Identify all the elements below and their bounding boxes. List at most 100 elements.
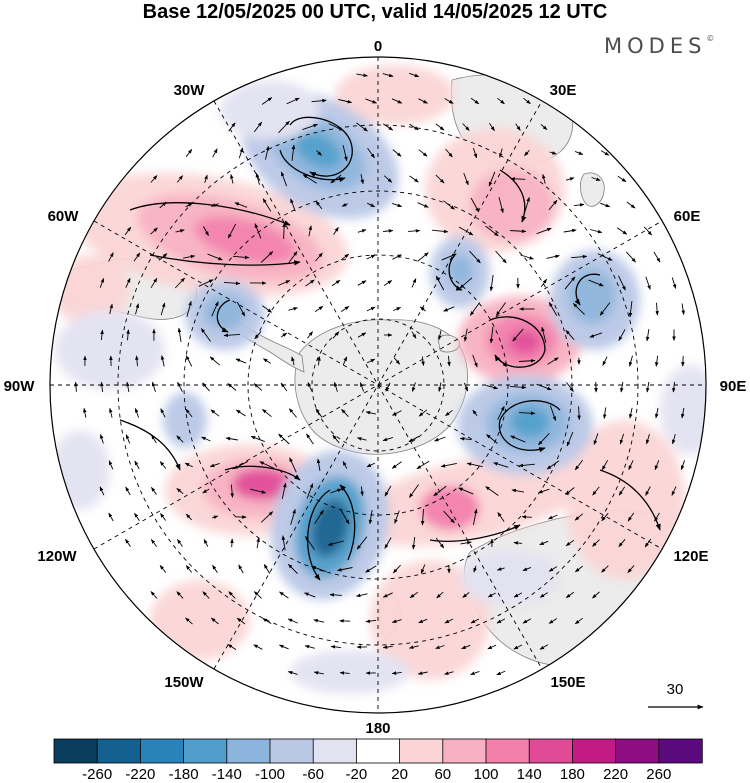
wind-vector (288, 563, 298, 575)
wind-vector (339, 671, 350, 675)
colorbar-swatch (442, 738, 487, 764)
wind-vector (290, 198, 296, 212)
wind-vector (383, 229, 394, 233)
lon-label-90w: 90W (4, 378, 36, 395)
wind-vector (230, 484, 234, 498)
wind-vector (125, 538, 131, 548)
reference-vector: 30 (648, 681, 704, 710)
wind-vector (565, 329, 575, 340)
wind-vector (185, 617, 193, 625)
wind-vector (307, 382, 313, 392)
wind-vector (356, 437, 367, 441)
wind-vector (542, 173, 546, 184)
streamline (129, 202, 291, 226)
wind-vector (185, 148, 193, 157)
wind-vector (277, 280, 291, 286)
wind-vector (177, 327, 182, 342)
colorbar-tick-label: -20 (346, 766, 368, 783)
anomaly-cell (509, 330, 541, 354)
streamline (307, 489, 331, 581)
wind-vector (185, 408, 193, 418)
wind-vector (644, 538, 652, 548)
wind-vector (236, 617, 246, 625)
wind-vector (485, 486, 499, 496)
wind-vector (233, 460, 249, 470)
longitude-labels: 0 30E 60E 90E 120E 150E 180 150W 120W 90… (4, 38, 747, 737)
wind-vector (126, 381, 130, 392)
wind-vector (286, 97, 300, 105)
wind-vector (198, 279, 214, 287)
wind-vector (539, 644, 549, 650)
wind-vector (160, 408, 166, 418)
wind-vector (134, 460, 140, 470)
wind-vector (539, 540, 549, 546)
wind-vector (150, 175, 158, 183)
wind-vector (548, 618, 558, 624)
wind-vector (645, 486, 651, 496)
streamline (489, 316, 546, 368)
wind-vector (367, 147, 375, 159)
wind-vector (262, 618, 272, 624)
wind-vector (330, 488, 342, 494)
wind-vector (645, 276, 651, 290)
wind-vector (200, 328, 211, 342)
wind-vector (108, 460, 114, 470)
wind-vector (418, 149, 428, 157)
colorbar-swatch (269, 738, 314, 764)
wind-vector (359, 382, 365, 392)
wind-vector (288, 251, 298, 263)
wind-vector (261, 97, 273, 105)
wind-vector (496, 567, 505, 571)
wind-vector (304, 592, 316, 598)
wind-vector (159, 565, 167, 573)
wind-vector (473, 565, 477, 573)
graticule (50, 57, 706, 713)
wind-vector (408, 72, 420, 78)
wind-vector (540, 278, 547, 288)
wind-vector (411, 536, 416, 550)
wind-vector (463, 382, 469, 392)
wind-vector (619, 433, 625, 445)
wind-vector (435, 537, 445, 549)
wind-vector (440, 462, 457, 468)
wind-vector (158, 253, 168, 261)
wind-vector (421, 356, 425, 366)
wind-vector (176, 435, 184, 443)
wind-vector (238, 564, 244, 574)
wind-vector (307, 331, 313, 339)
colorbar-swatch (183, 738, 228, 764)
wind-vector (280, 171, 288, 187)
meridian-line (213, 100, 543, 670)
page-title: Base 12/05/2025 00 UTC, valid 14/05/2025… (142, 1, 608, 23)
wind-vector (316, 150, 322, 156)
wind-vector (602, 356, 608, 366)
wind-vector (498, 197, 504, 214)
wind-vector (565, 539, 575, 547)
wind-vector (443, 200, 455, 210)
wind-vector (434, 436, 446, 442)
wind-vector (487, 644, 497, 650)
wind-vector (255, 172, 260, 185)
streamline (279, 149, 346, 183)
wind-vector (470, 670, 480, 676)
wind-vector (512, 328, 524, 342)
wind-vector (418, 409, 428, 417)
anomaly-cell (568, 268, 616, 324)
wind-vector (547, 514, 558, 520)
wind-vector (672, 381, 676, 393)
meridian-line (213, 100, 543, 670)
wind-vector (418, 98, 428, 104)
wind-vector (210, 203, 219, 207)
wind-vector (235, 358, 247, 364)
lon-label-60e: 60E (674, 208, 701, 225)
wind-vector (150, 277, 158, 289)
wind-vector (365, 619, 377, 623)
wind-vector (588, 279, 604, 287)
wind-vector (462, 123, 470, 131)
streamline (429, 524, 521, 542)
wind-vector (547, 357, 559, 365)
wind-vector (99, 277, 105, 288)
wind-vector (459, 277, 473, 289)
wind-vector (411, 278, 417, 288)
